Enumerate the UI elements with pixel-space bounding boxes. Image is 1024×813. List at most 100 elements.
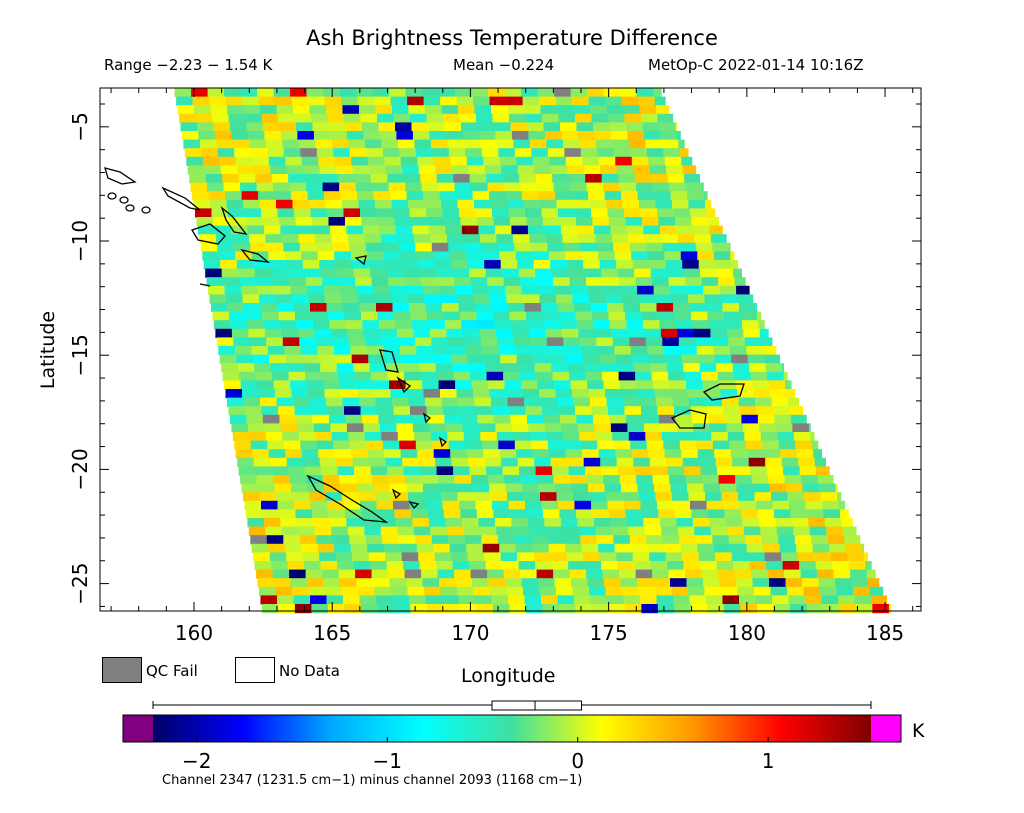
heatmap-cell [402,165,420,175]
heatmap-cell [768,475,786,485]
heatmap-cell [730,449,748,459]
heatmap-cell [690,500,708,510]
coastline [396,376,412,394]
chart-title: Ash Brightness Temperature Difference [306,26,718,50]
heatmap-cell [339,182,357,192]
heatmap-cell [350,251,368,261]
heatmap-cell [436,561,454,571]
heatmap-cell [436,466,454,476]
heatmap-cell [765,457,783,467]
heatmap-cell [737,389,755,399]
coastline [670,409,707,429]
heatmap-cell [763,543,781,553]
heatmap-cell [782,561,800,571]
heatmap-cell [426,604,444,614]
heatmap-cell [750,371,768,381]
heatmap-cell [535,174,553,184]
heatmap-cell [359,105,377,115]
heatmap-cell [526,217,544,227]
heatmap-cell [509,113,527,123]
heatmap-cell [249,337,267,347]
heatmap-cell [583,260,601,270]
heatmap-cell [835,483,838,493]
heatmap-cell [386,268,404,278]
heatmap-cell [529,432,547,442]
heatmap-cell [490,199,508,209]
heatmap-cell [820,586,838,596]
heatmap-cell [489,389,507,399]
heatmap-cell [310,208,328,218]
heatmap-cell [260,397,278,407]
coastline [306,474,389,523]
heatmap-cell [524,397,542,407]
heatmap-cell [796,449,814,459]
heatmap-cell [411,414,429,424]
heatmap-cell [514,148,532,158]
heatmap-cell [646,242,664,252]
heatmap-cell [268,156,286,166]
heatmap-cell [664,543,682,553]
heatmap-cell [628,234,646,244]
heatmap-cell [749,363,767,373]
heatmap-cell [482,543,500,553]
heatmap-cell [622,586,640,596]
heatmap-cell [382,535,400,545]
heatmap-cell [543,122,561,132]
heatmap-cell [413,234,431,244]
heatmap-cell [353,561,371,571]
heatmap-cell [404,569,422,579]
heatmap-cell [634,466,652,476]
heatmap-cell [378,414,396,424]
heatmap-cell [531,346,549,356]
heatmap-cell [180,122,198,132]
heatmap-cell [352,260,370,270]
heatmap-cell [562,432,580,442]
heatmap-cell [236,354,254,364]
heatmap-cell [287,363,305,373]
heatmap-cell [644,526,662,536]
heatmap-cell [446,328,464,338]
heatmap-cell [490,492,508,502]
heatmap-cell [265,139,283,149]
heatmap-cell [646,440,664,450]
heatmap-cell [743,526,761,536]
heatmap-cell [483,156,501,166]
heatmap-cell [523,199,541,209]
island-outline [125,204,135,212]
heatmap-cell [505,191,523,201]
heatmap-cell [507,105,525,115]
heatmap-cell [549,449,567,459]
heatmap-cell [343,303,361,313]
heatmap-cell [723,500,741,510]
heatmap-cell [671,389,689,399]
heatmap-cell [317,346,335,356]
heatmap-cell [378,122,396,132]
heatmap-cell [754,492,772,502]
heatmap-cell [543,320,561,330]
heatmap-cell [318,156,336,166]
heatmap-cell [503,569,521,579]
heatmap-cell [338,371,356,381]
heatmap-cell [547,440,565,450]
heatmap-cell [274,483,292,493]
heatmap-cell [416,543,434,553]
heatmap-cell [598,543,616,553]
heatmap-cell [634,268,652,278]
heatmap-cell [661,526,679,536]
heatmap-cell [418,260,436,270]
heatmap-cell [286,165,304,175]
heatmap-cell [734,277,746,287]
heatmap-cell [735,475,753,485]
heatmap-cell [605,96,623,106]
heatmap-cell [508,303,526,313]
heatmap-cell [697,449,715,459]
heatmap-cell [298,139,316,149]
heatmap-cell [406,285,424,295]
heatmap-cell [349,535,367,545]
heatmap-cell [264,328,282,338]
heatmap-cell [283,242,301,252]
heatmap-cell [434,260,452,270]
heatmap-cell [687,483,705,493]
heatmap-cell [319,457,337,467]
heatmap-cell [812,543,830,553]
